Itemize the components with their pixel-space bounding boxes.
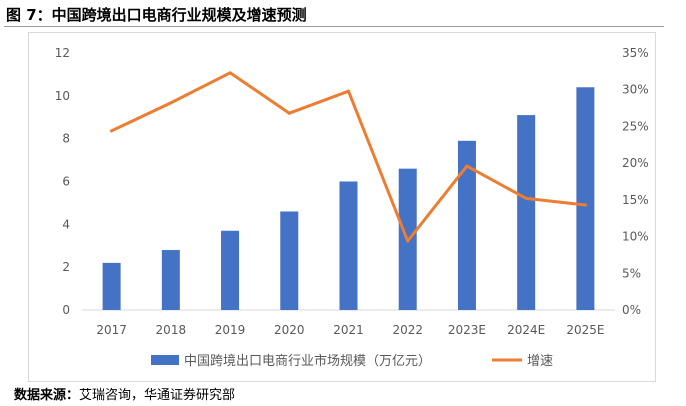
x-tick-label: 2019	[215, 323, 246, 337]
right-tick-label: 30%	[622, 83, 649, 97]
bar	[339, 181, 358, 310]
bar	[280, 211, 299, 310]
x-tick-label: 2021	[333, 323, 364, 337]
source-text: 艾瑞咨询，华通证券研究部	[79, 388, 236, 403]
line-point	[465, 164, 469, 168]
legend-label-line: 增速	[527, 354, 553, 369]
bar	[457, 140, 476, 310]
x-tick-label: 2022	[392, 323, 423, 337]
legend-label-bar: 中国跨境出口电商行业市场规模（万亿元）	[184, 353, 431, 369]
left-tick-label: 4	[62, 217, 70, 231]
right-tick-label: 0%	[622, 303, 641, 317]
bar	[517, 115, 536, 310]
bar	[221, 230, 240, 310]
line-point	[169, 101, 173, 105]
source-label: 数据来源：	[14, 388, 80, 403]
bar-series	[102, 87, 595, 311]
right-tick-label: 10%	[622, 230, 649, 244]
left-tick-label: 6	[62, 175, 70, 189]
chart-title: 图 7：中国跨境出口电商行业规模及增速预测	[6, 6, 307, 24]
x-axis: 2017 2018 2019 2020 2021 2022 2023E 2024E 2025E	[96, 323, 604, 337]
left-axis: 0 2 4 6 8 10 12	[55, 46, 70, 317]
left-tick-label: 2	[62, 260, 70, 274]
bar	[102, 262, 121, 310]
right-axis: 0% 5% 10% 15% 20% 25% 30% 35%	[622, 46, 649, 317]
x-tick-label: 2020	[274, 323, 305, 337]
legend-swatch-bar	[151, 355, 179, 365]
left-tick-label: 12	[55, 46, 70, 60]
left-tick-label: 8	[62, 132, 70, 146]
x-tick-label: 2018	[156, 323, 187, 337]
title-divider	[4, 26, 664, 27]
right-tick-label: 5%	[622, 266, 641, 280]
source-note: 数据来源：艾瑞咨询，华通证券研究部	[14, 384, 235, 403]
line-point	[110, 129, 114, 133]
x-tick-label: 2023E	[448, 323, 486, 337]
bar	[576, 87, 595, 311]
x-tick-label: 2025E	[566, 323, 604, 337]
line-point	[524, 196, 528, 200]
left-tick-label: 10	[55, 89, 70, 103]
line-series	[110, 71, 587, 243]
right-tick-label: 25%	[622, 119, 649, 133]
x-tick-label: 2017	[96, 323, 127, 337]
x-tick-label: 2024E	[507, 323, 545, 337]
right-tick-label: 35%	[622, 46, 649, 60]
left-tick-label: 0	[62, 303, 70, 317]
bar	[161, 250, 180, 310]
right-tick-label: 20%	[622, 156, 649, 170]
chart-frame	[28, 32, 656, 382]
line-point	[347, 89, 350, 93]
right-tick-label: 15%	[622, 193, 649, 207]
legend: 中国跨境出口电商行业市场规模（万亿元） 增速	[151, 353, 553, 369]
line-point	[287, 111, 291, 115]
line-point	[406, 239, 410, 243]
line-point	[228, 71, 232, 75]
line-point	[583, 203, 587, 207]
